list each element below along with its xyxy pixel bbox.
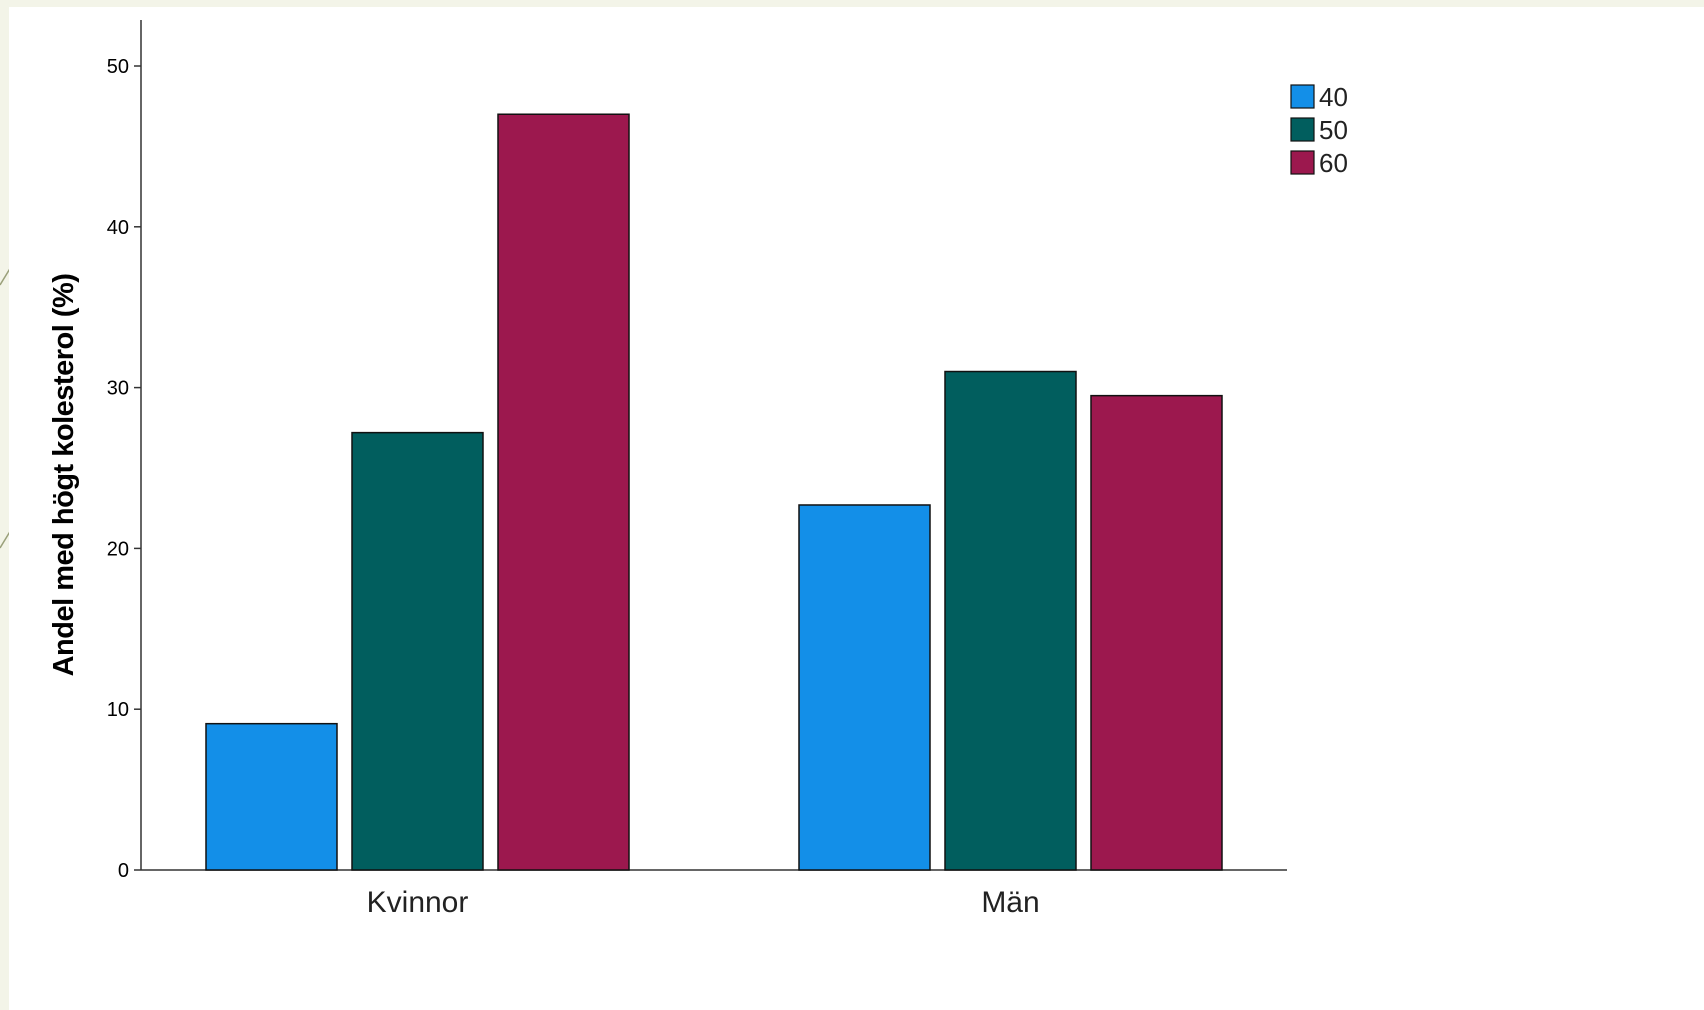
chart-bars bbox=[205, 113, 1223, 871]
y-tick-label: 30 bbox=[107, 378, 129, 400]
legend-label-60: 60 bbox=[1319, 148, 1348, 178]
bar-kvinnor-60 bbox=[497, 113, 630, 871]
y-axis-label: Andel med högt kolesterol (%) bbox=[48, 274, 80, 677]
legend-swatch-50 bbox=[1290, 117, 1315, 142]
bar-män-40 bbox=[798, 504, 931, 871]
legend-swatch-40 bbox=[1290, 84, 1315, 109]
y-tick-label: 0 bbox=[118, 860, 129, 882]
category-labels: Kvinnor Män bbox=[367, 886, 1040, 919]
bar-kvinnor-50 bbox=[351, 431, 484, 871]
y-tick-label: 50 bbox=[107, 56, 129, 78]
bar-män-60 bbox=[1090, 394, 1223, 871]
category-label: Kvinnor bbox=[367, 886, 469, 919]
bar-kvinnor-40 bbox=[205, 722, 338, 871]
legend-label-50: 50 bbox=[1319, 115, 1348, 145]
y-tick-label: 40 bbox=[107, 217, 129, 239]
legend-swatch-60 bbox=[1290, 150, 1315, 175]
y-tick-label: 20 bbox=[107, 538, 129, 560]
y-tick-label: 10 bbox=[107, 699, 129, 721]
bar-män-50 bbox=[944, 370, 1077, 871]
legend-label-40: 40 bbox=[1319, 82, 1348, 112]
category-label: Män bbox=[981, 886, 1039, 919]
